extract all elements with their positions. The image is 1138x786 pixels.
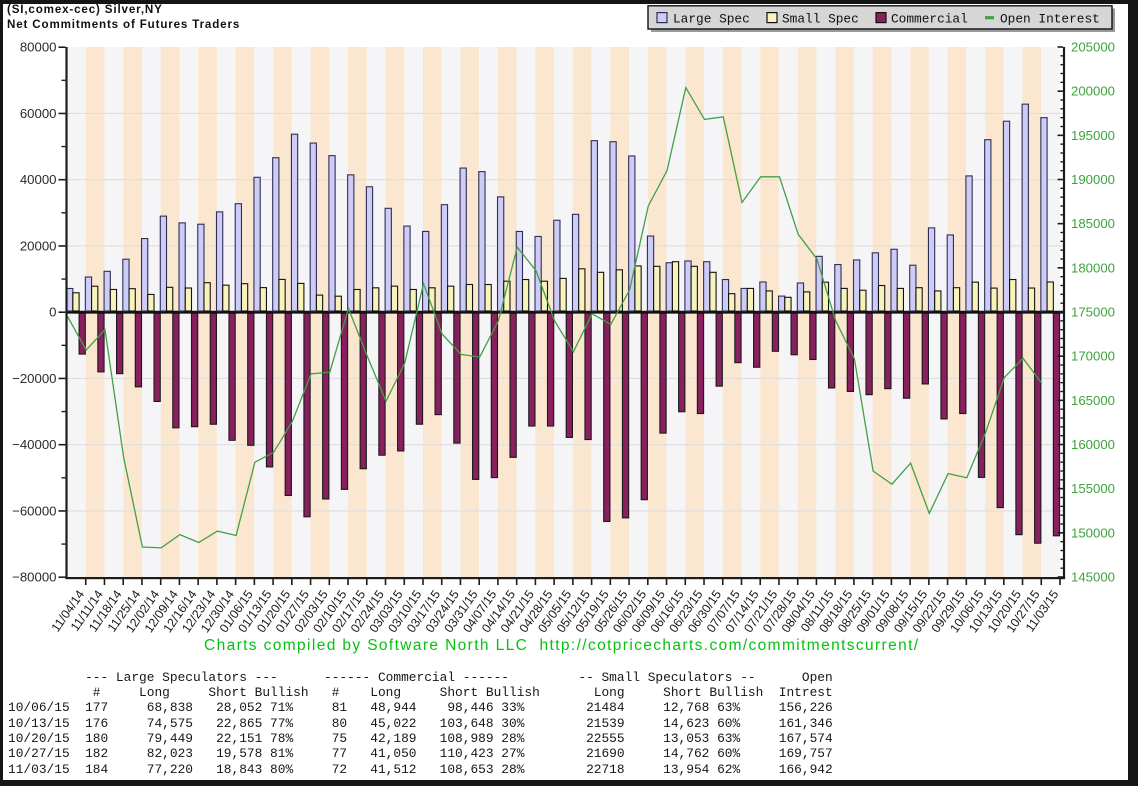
svg-text:20000: 20000 — [20, 238, 57, 253]
svg-text:−40000: −40000 — [12, 437, 56, 452]
svg-text:−80000: −80000 — [12, 570, 56, 585]
svg-text:Open Interest: Open Interest — [1000, 12, 1100, 27]
svg-text:195000: 195000 — [1071, 128, 1115, 143]
svg-text:165000: 165000 — [1071, 393, 1115, 408]
svg-text:150000: 150000 — [1071, 525, 1115, 540]
svg-text:170000: 170000 — [1071, 349, 1115, 364]
svg-text:155000: 155000 — [1071, 481, 1115, 496]
svg-text:40000: 40000 — [20, 172, 57, 187]
svg-text:205000: 205000 — [1071, 40, 1115, 55]
svg-text:−20000: −20000 — [12, 371, 56, 386]
svg-text:180000: 180000 — [1071, 260, 1115, 275]
svg-text:80000: 80000 — [20, 40, 57, 55]
svg-text:145000: 145000 — [1071, 570, 1115, 585]
svg-text:Commercial: Commercial — [891, 12, 968, 27]
svg-text:160000: 160000 — [1071, 437, 1115, 452]
svg-text:−60000: −60000 — [12, 503, 56, 518]
svg-text:190000: 190000 — [1071, 172, 1115, 187]
svg-text:185000: 185000 — [1071, 216, 1115, 231]
svg-text:60000: 60000 — [20, 106, 57, 121]
svg-text:0: 0 — [49, 305, 56, 320]
svg-text:200000: 200000 — [1071, 84, 1115, 99]
svg-text:Large Spec: Large Spec — [673, 12, 750, 27]
svg-text:Small Spec: Small Spec — [782, 12, 859, 27]
svg-text:175000: 175000 — [1071, 305, 1115, 320]
